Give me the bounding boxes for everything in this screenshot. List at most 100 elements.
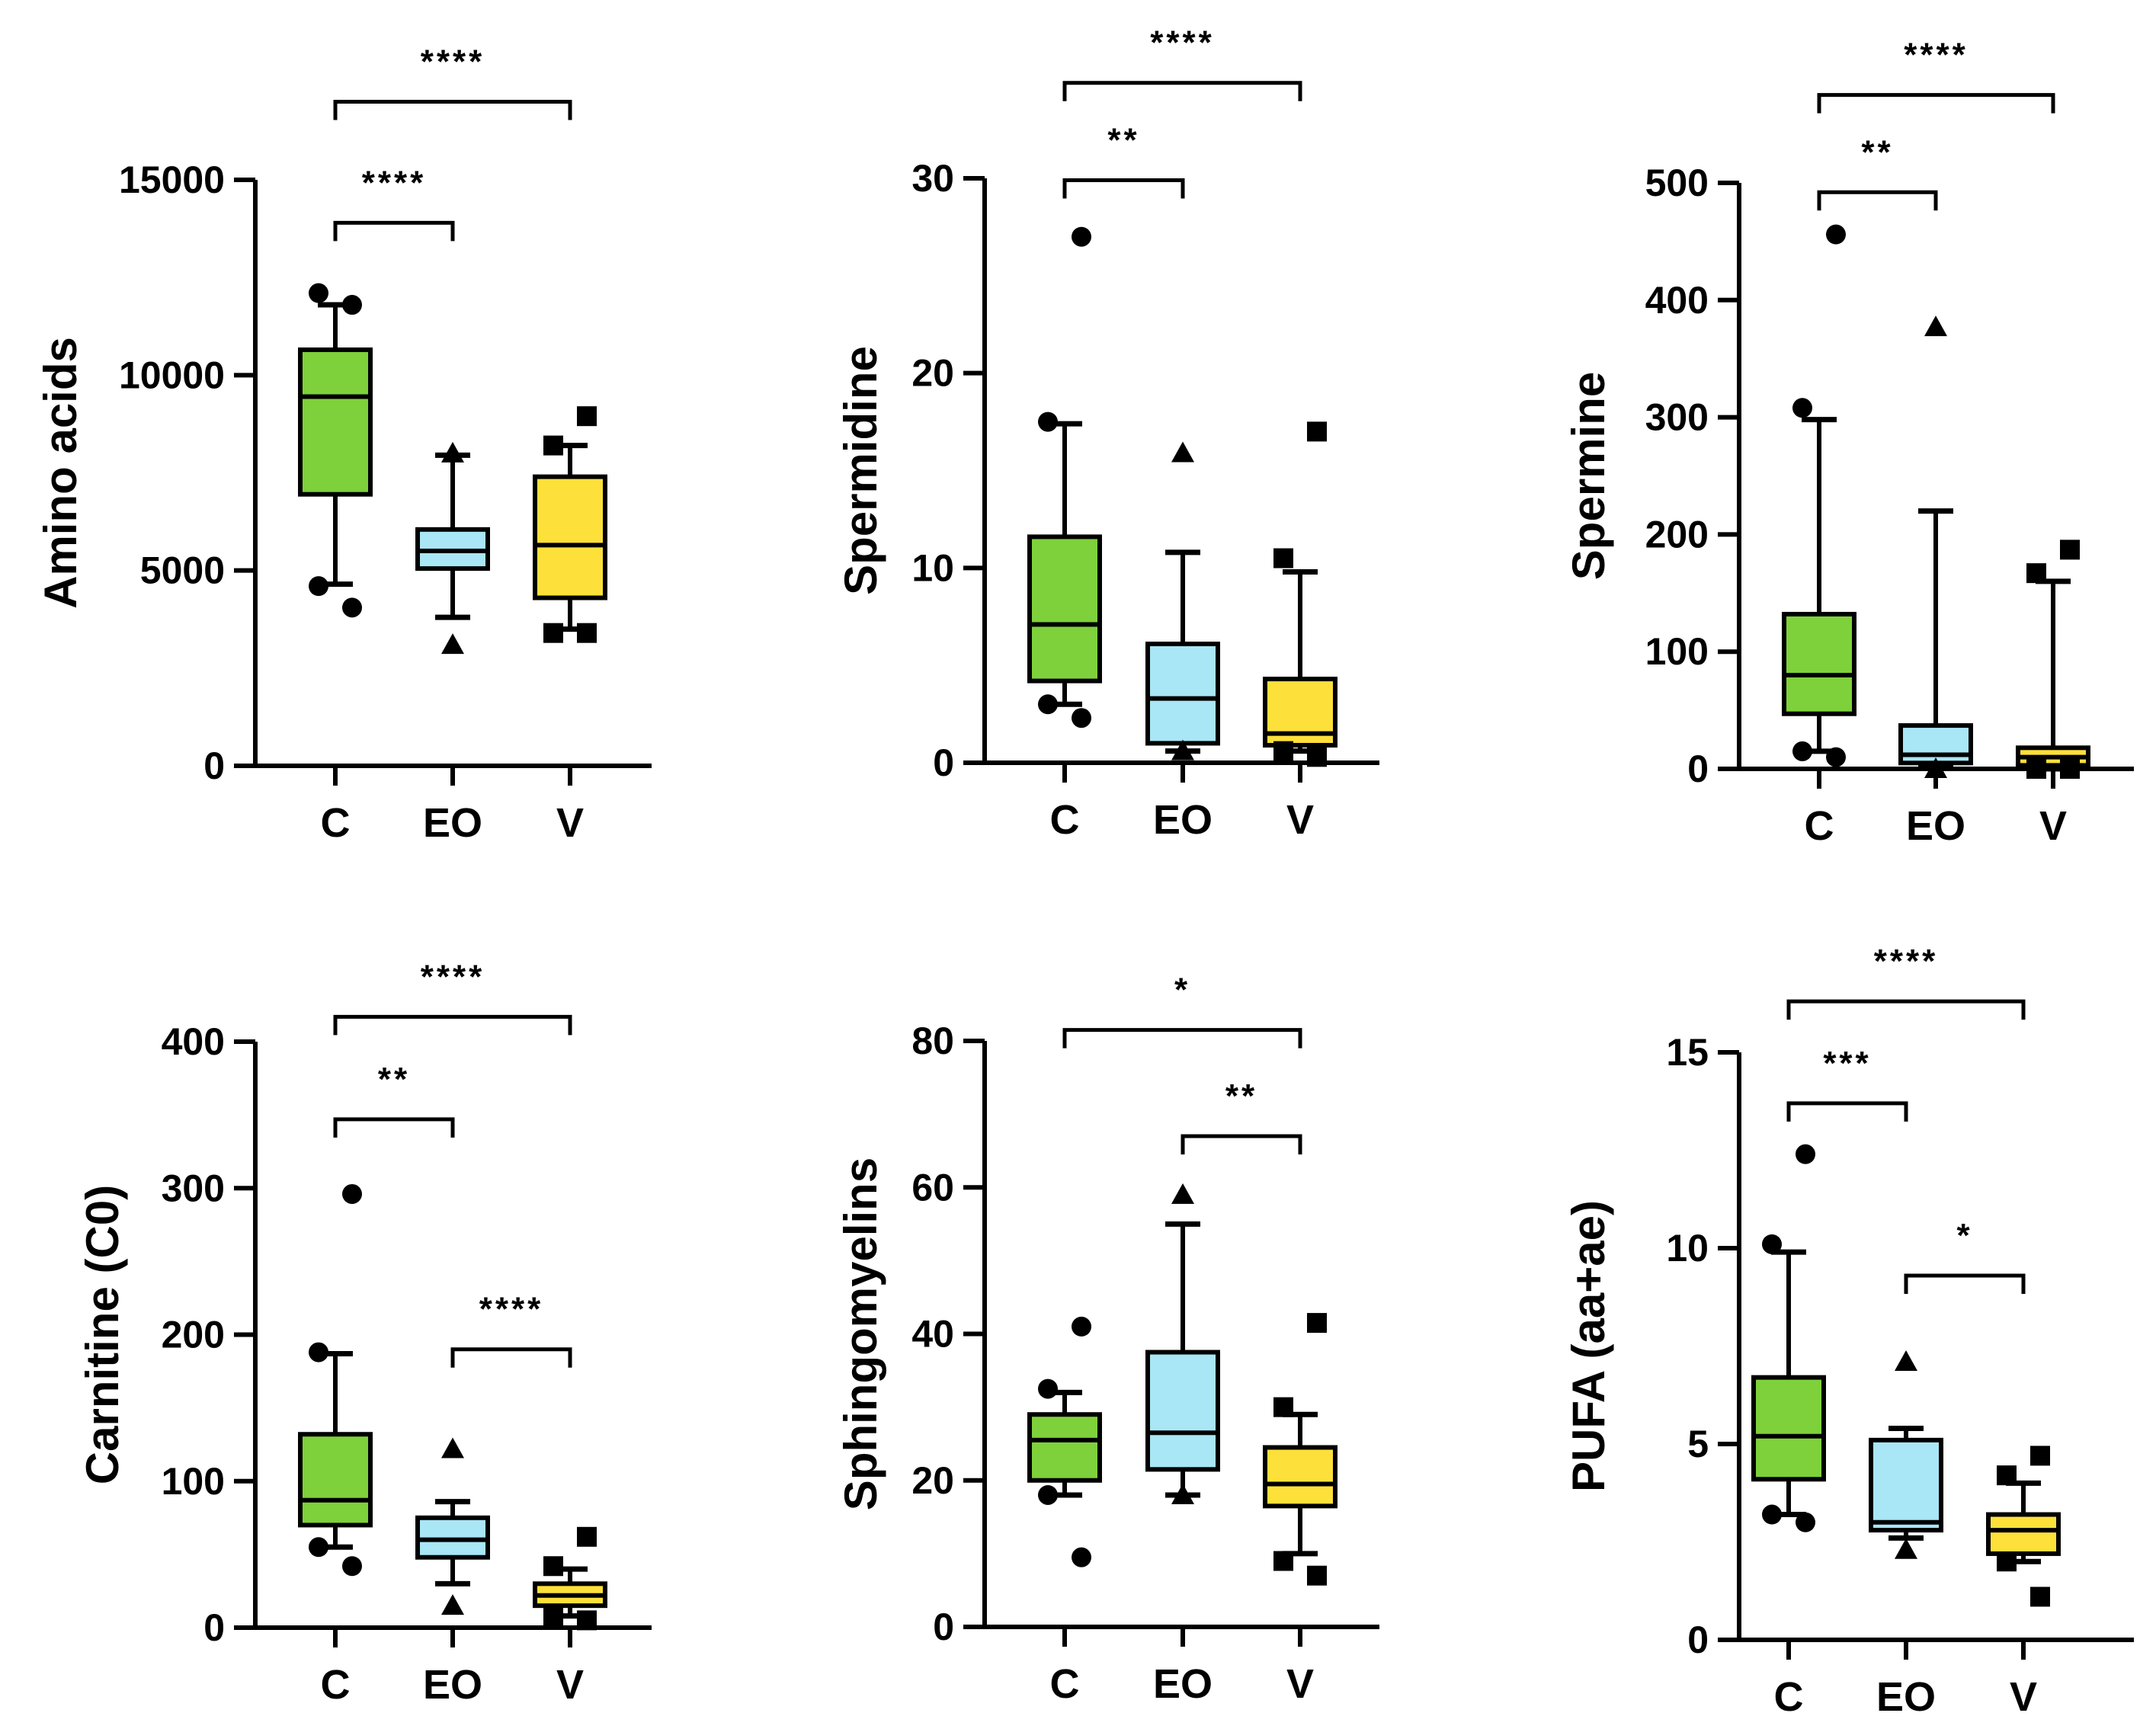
outlier-point-c [1038, 694, 1058, 715]
y-tick-label: 80 [911, 1020, 954, 1062]
outlier-point-eo [441, 1437, 464, 1458]
x-tick-label-eo: EO [1906, 803, 1965, 849]
y-tick-label: 100 [162, 1460, 225, 1503]
x-tick-label-v: V [1286, 1661, 1314, 1707]
significance-bracket [1181, 1134, 1302, 1154]
outlier-point-c [342, 1183, 362, 1204]
y-tick-label: 60 [911, 1166, 954, 1209]
outlier-point-c [309, 283, 328, 303]
outlier-point-eo [1171, 1183, 1194, 1204]
outlier-point-eo [1895, 1350, 1917, 1372]
outlier-point-v [2060, 759, 2080, 779]
outlier-point-c [309, 576, 328, 597]
y-tick-label: 5 [1687, 1423, 1709, 1465]
outlier-point-c [309, 1342, 328, 1362]
outlier-point-eo [1171, 1483, 1194, 1504]
significance-bracket [333, 220, 455, 242]
x-tick-label-c: C [1805, 803, 1834, 849]
significance-label: **** [362, 164, 427, 201]
outlier-point-v [577, 1610, 597, 1631]
x-tick-label-c: C [1050, 1661, 1080, 1707]
y-axis-title: Spermidine [835, 346, 886, 595]
significance-label: **** [1874, 943, 1939, 980]
y-tick-label: 0 [1687, 1619, 1709, 1661]
outlier-point-v [543, 623, 563, 643]
y-tick-label: 0 [203, 744, 225, 787]
outlier-point-v [1273, 741, 1293, 761]
outlier-point-v [1307, 1313, 1327, 1334]
significance-bracket [1817, 93, 2055, 114]
outlier-point-v [543, 1556, 563, 1577]
x-tick-label-v: V [556, 800, 584, 846]
x-tick-label-v: V [2039, 803, 2067, 849]
y-tick-label: 20 [911, 352, 954, 395]
outlier-point-v [2060, 540, 2080, 560]
significance-label: **** [479, 1291, 544, 1328]
outlier-point-c [1038, 1484, 1058, 1505]
significance-label: **** [421, 43, 485, 80]
outlier-point-c [1038, 411, 1058, 432]
box-eo [1898, 723, 1973, 766]
box-c [1027, 534, 1102, 684]
y-tick-label: 0 [1687, 748, 1709, 790]
x-tick-label-eo: EO [1153, 797, 1213, 843]
significance-label: **** [1904, 37, 1969, 74]
y-tick-label: 40 [911, 1313, 954, 1356]
x-tick-label-eo: EO [1153, 1661, 1213, 1707]
y-tick-label: 400 [162, 1020, 225, 1063]
outlier-point-c [1796, 1144, 1815, 1164]
box-c [298, 1432, 373, 1528]
outlier-point-c [1792, 741, 1812, 761]
outlier-point-v [543, 1606, 563, 1626]
outlier-point-v [2030, 1446, 2050, 1466]
outlier-point-v [2026, 563, 2046, 584]
outlier-point-c [1072, 1547, 1091, 1567]
outlier-point-c [1038, 1378, 1058, 1399]
x-tick-label-c: C [321, 800, 351, 846]
y-tick-label: 10 [1666, 1227, 1709, 1270]
y-axis-title: Carnitine (C0) [77, 1185, 128, 1484]
outlier-point-v [1307, 747, 1327, 767]
significance-label: **** [1150, 24, 1215, 62]
significance-label: *** [1823, 1045, 1871, 1082]
y-tick-label: 100 [1645, 630, 1709, 673]
y-tick-label: 200 [1645, 513, 1709, 556]
x-tick-label-c: C [321, 1662, 351, 1708]
x-tick-label-c: C [1050, 797, 1080, 843]
outlier-point-v [1997, 1551, 2017, 1572]
significance-bracket [1904, 1273, 2026, 1294]
box-eo [1145, 642, 1220, 746]
significance-bracket [333, 1014, 572, 1036]
y-tick-label: 10 [911, 546, 954, 589]
significance-bracket [1786, 1101, 1908, 1122]
y-tick-label: 15000 [119, 158, 225, 201]
x-tick-label-v: V [556, 1662, 584, 1708]
outlier-point-c [1072, 708, 1091, 728]
y-tick-label: 0 [203, 1606, 225, 1649]
significance-bracket [1062, 178, 1185, 199]
outlier-point-c [1072, 1316, 1091, 1337]
significance-label: ** [1225, 1077, 1257, 1115]
outlier-point-v [543, 435, 563, 456]
significance-bracket [333, 99, 572, 120]
box-c [1027, 1412, 1102, 1483]
outlier-point-c [342, 295, 362, 315]
box-v [1263, 1445, 1337, 1509]
significance-label: ** [378, 1061, 410, 1098]
outlier-point-v [1273, 1551, 1293, 1571]
outlier-point-c [1796, 1512, 1815, 1532]
outlier-point-c [309, 1537, 328, 1558]
box-v [1986, 1512, 2061, 1556]
box-eo [1869, 1437, 1943, 1533]
outlier-point-v [1307, 1565, 1327, 1586]
significance-bracket [333, 1117, 455, 1138]
y-tick-label: 5000 [140, 549, 225, 592]
significance-label: **** [421, 958, 485, 995]
y-tick-label: 300 [1645, 396, 1709, 439]
x-tick-label-v: V [1286, 797, 1314, 843]
significance-label: ** [1107, 122, 1139, 159]
x-tick-label-eo: EO [423, 1662, 482, 1708]
outlier-point-v [2026, 759, 2046, 779]
